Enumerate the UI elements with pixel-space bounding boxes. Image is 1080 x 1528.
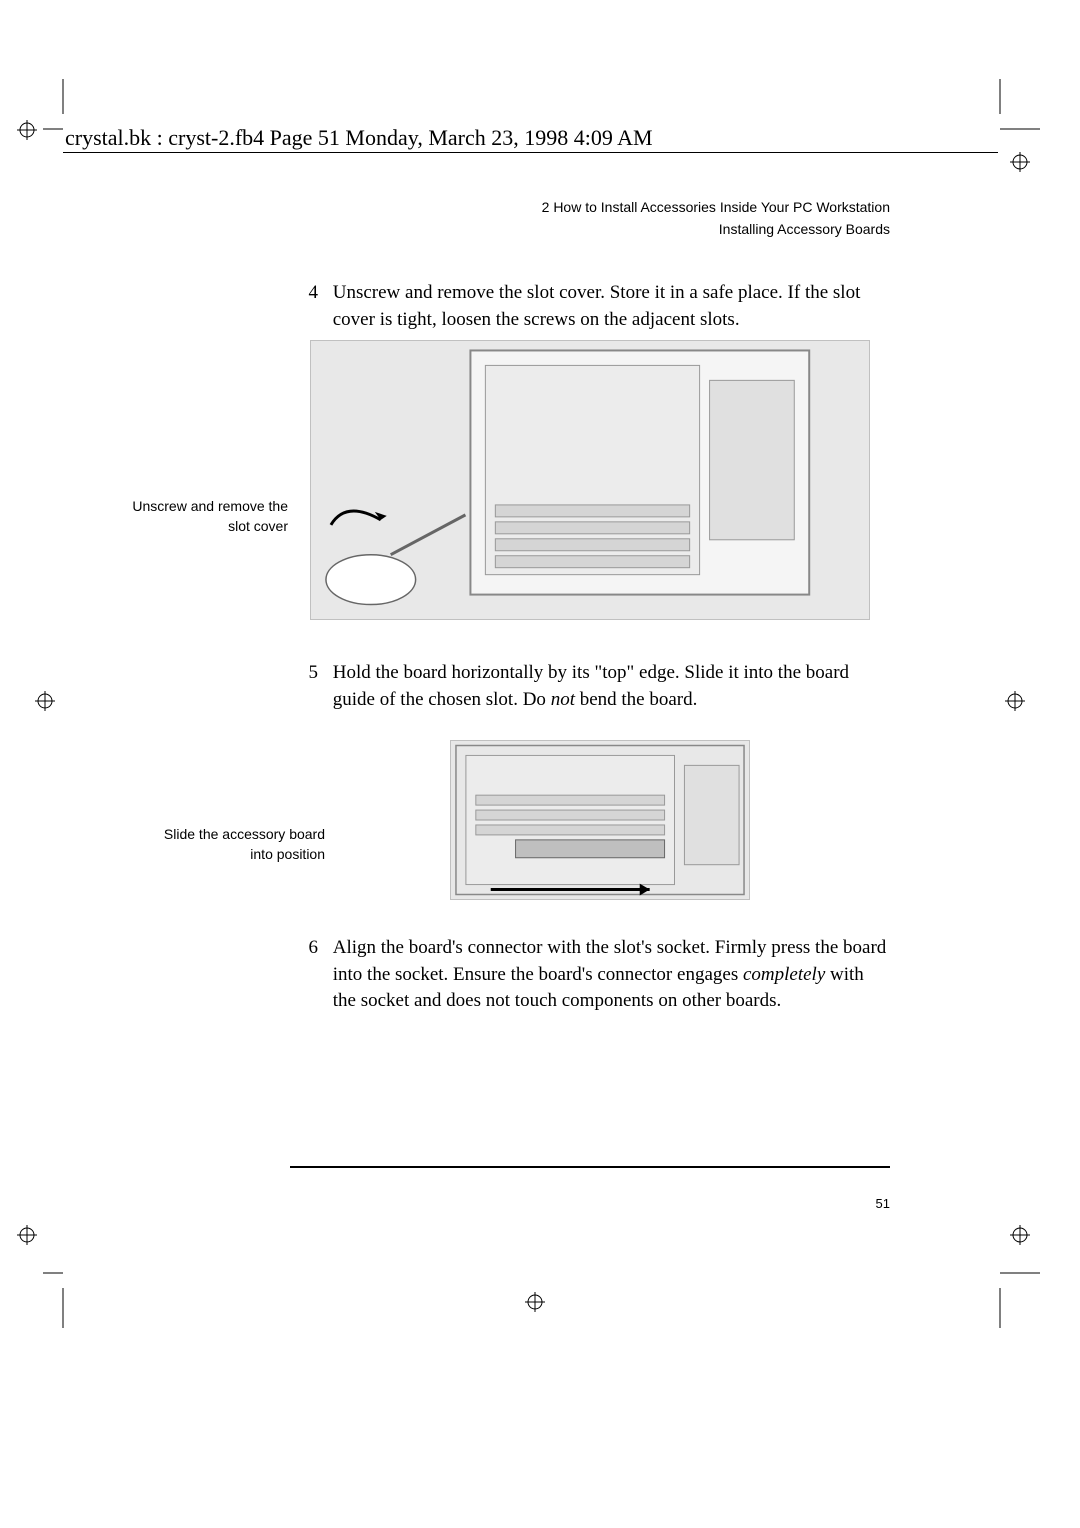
section-line-2: Installing Accessory Boards xyxy=(542,218,890,240)
page-section-header: 2 How to Install Accessories Inside Your… xyxy=(542,196,890,241)
page-number: 51 xyxy=(876,1196,890,1211)
step-5: 5 Hold the board horizontally by its "to… xyxy=(290,660,890,713)
step-6-number: 6 xyxy=(290,935,318,962)
step-6-text: Align the board's connector with the slo… xyxy=(333,935,888,1015)
figure-2 xyxy=(450,740,750,900)
running-head: crystal.bk : cryst-2.fb4 Page 51 Monday,… xyxy=(65,125,653,151)
step-4-text: Unscrew and remove the slot cover. Store… xyxy=(333,280,888,333)
step-5-number: 5 xyxy=(290,660,318,687)
step-4-number: 4 xyxy=(290,280,318,307)
figure-1 xyxy=(310,340,870,620)
section-line-1: 2 How to Install Accessories Inside Your… xyxy=(542,196,890,218)
step-6: 6 Align the board's connector with the s… xyxy=(290,935,890,1015)
figure-2-caption: Slide the accessory board into position xyxy=(145,825,325,864)
figure-1-caption: Unscrew and remove the slot cover xyxy=(108,497,288,536)
step-5-text: Hold the board horizontally by its "top"… xyxy=(333,660,888,713)
page-rule xyxy=(290,1166,890,1168)
step-4: 4 Unscrew and remove the slot cover. Sto… xyxy=(290,280,890,333)
